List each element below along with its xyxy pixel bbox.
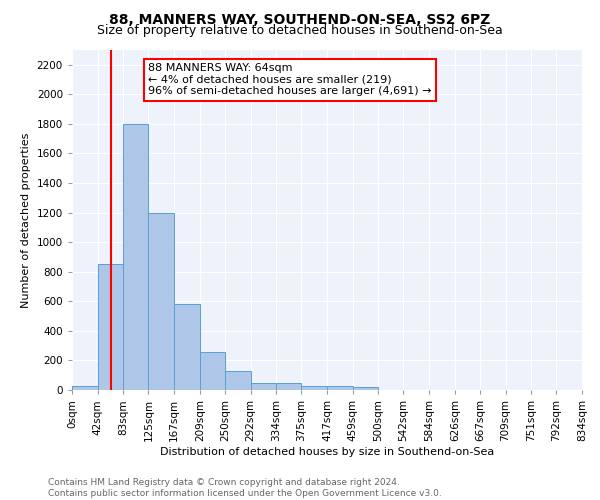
- Y-axis label: Number of detached properties: Number of detached properties: [21, 132, 31, 308]
- X-axis label: Distribution of detached houses by size in Southend-on-Sea: Distribution of detached houses by size …: [160, 446, 494, 456]
- Text: 88, MANNERS WAY, SOUTHEND-ON-SEA, SS2 6PZ: 88, MANNERS WAY, SOUTHEND-ON-SEA, SS2 6P…: [109, 12, 491, 26]
- Bar: [327, 386, 353, 390]
- Bar: [276, 384, 301, 390]
- Bar: [251, 384, 276, 390]
- Bar: [225, 371, 251, 390]
- Text: Size of property relative to detached houses in Southend-on-Sea: Size of property relative to detached ho…: [97, 24, 503, 37]
- Bar: [148, 212, 174, 390]
- Text: 88 MANNERS WAY: 64sqm
← 4% of detached houses are smaller (219)
96% of semi-deta: 88 MANNERS WAY: 64sqm ← 4% of detached h…: [148, 63, 432, 96]
- Bar: [353, 388, 378, 390]
- Bar: [174, 304, 200, 390]
- Bar: [123, 124, 148, 390]
- Bar: [301, 386, 327, 390]
- Bar: [200, 352, 225, 390]
- Text: Contains HM Land Registry data © Crown copyright and database right 2024.
Contai: Contains HM Land Registry data © Crown c…: [48, 478, 442, 498]
- Bar: [72, 386, 98, 390]
- Bar: [98, 264, 123, 390]
